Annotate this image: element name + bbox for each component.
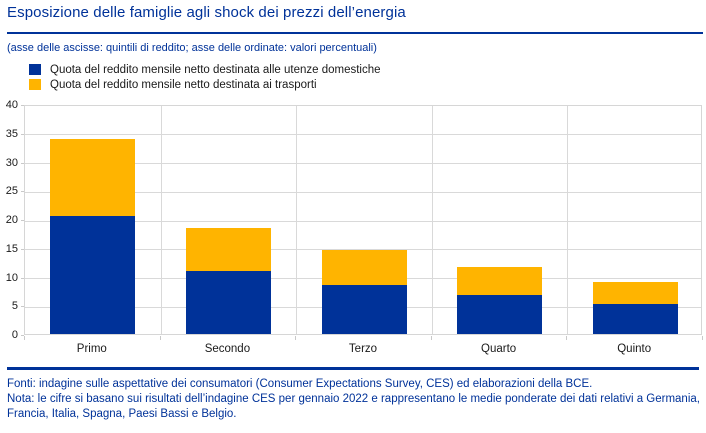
y-tick-label: 20 — [5, 214, 18, 226]
bar-segment-transport — [50, 138, 135, 216]
legend-item: Quota del reddito mensile netto destinat… — [29, 77, 689, 92]
y-tick-mark — [21, 277, 24, 279]
gridline-horizontal — [25, 163, 701, 164]
legend-swatch-transport-icon — [29, 79, 41, 90]
bar-segment-utilities — [322, 284, 407, 334]
gridline-horizontal — [25, 220, 701, 222]
y-tick-label: 0 — [11, 329, 18, 341]
y-tick-label: 35 — [5, 127, 18, 140]
bar-segment-utilities — [593, 303, 678, 334]
x-tick-mark — [431, 336, 432, 340]
x-category-label: Terzo — [348, 343, 378, 355]
legend-item: Quota del reddito mensile netto destinat… — [29, 62, 689, 77]
x-tick-mark — [24, 336, 25, 340]
note-line: Nota: le cifre si basano sui risultati d… — [7, 393, 700, 420]
x-tick-mark — [702, 336, 703, 340]
gridline-horizontal — [25, 191, 701, 193]
x-category-label: Quarto — [481, 343, 517, 355]
y-tick-label: 30 — [5, 156, 18, 169]
x-tick-mark — [566, 336, 567, 340]
y-tick-label: 25 — [5, 185, 18, 198]
bar-segment-utilities — [457, 294, 542, 334]
chart-legend: Quota del reddito mensile netto destinat… — [29, 62, 689, 92]
bar-segment-transport — [322, 250, 407, 285]
gridline-vertical — [161, 106, 162, 334]
gridline-vertical — [432, 106, 433, 334]
x-category-label: Quinto — [617, 343, 652, 355]
plot-area — [24, 105, 702, 335]
y-tick-mark — [21, 220, 24, 221]
y-tick-mark — [21, 133, 24, 135]
x-category-label: Secondo — [204, 343, 251, 355]
bar-segment-transport — [186, 228, 271, 272]
axes-description: (asse delle ascisse: quintili di reddito… — [7, 42, 377, 54]
title-divider — [7, 32, 703, 34]
bar-segment-transport — [457, 266, 542, 295]
y-tick-label: 10 — [5, 271, 18, 284]
y-tick-mark — [21, 191, 24, 193]
gridline-vertical — [296, 106, 297, 334]
bar-segment-utilities — [186, 271, 271, 334]
x-tick-mark — [160, 336, 161, 340]
y-tick-label: 40 — [5, 99, 18, 111]
y-tick-label: 15 — [5, 242, 18, 255]
legend-swatch-utilities-icon — [29, 64, 41, 75]
gridline-horizontal — [25, 134, 701, 136]
x-category-label: Primo — [76, 343, 107, 355]
bar-segment-utilities — [50, 215, 135, 334]
y-tick-mark — [21, 105, 24, 106]
y-tick-label: 5 — [11, 300, 18, 313]
legend-label: Quota del reddito mensile netto destinat… — [50, 78, 317, 91]
gridline-horizontal — [25, 249, 701, 251]
page-title: Esposizione delle famiglie agli shock de… — [7, 4, 406, 21]
bar-segment-transport — [593, 281, 678, 304]
y-tick-mark — [21, 248, 24, 250]
legend-label: Quota del reddito mensile netto destinat… — [50, 63, 381, 76]
sources-line: Fonti: indagine sulle aspettative dei co… — [7, 378, 593, 390]
footer-notes: Fonti: indagine sulle aspettative dei co… — [7, 377, 705, 422]
gridline-vertical — [567, 106, 568, 334]
y-tick-mark — [21, 162, 24, 164]
footer-divider — [7, 367, 699, 370]
y-tick-mark — [21, 306, 24, 308]
x-tick-mark — [295, 336, 296, 340]
y-tick-mark — [21, 335, 24, 336]
